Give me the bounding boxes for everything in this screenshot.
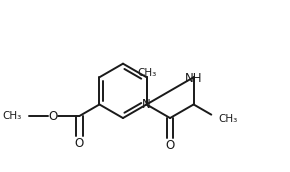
Text: O: O [166,139,175,152]
Text: CH₃: CH₃ [218,114,237,123]
Text: CH₃: CH₃ [2,111,21,121]
Text: O: O [75,137,84,150]
Text: N: N [142,98,151,111]
Text: O: O [48,110,57,122]
Text: NH: NH [185,72,202,85]
Text: CH₃: CH₃ [137,68,156,78]
